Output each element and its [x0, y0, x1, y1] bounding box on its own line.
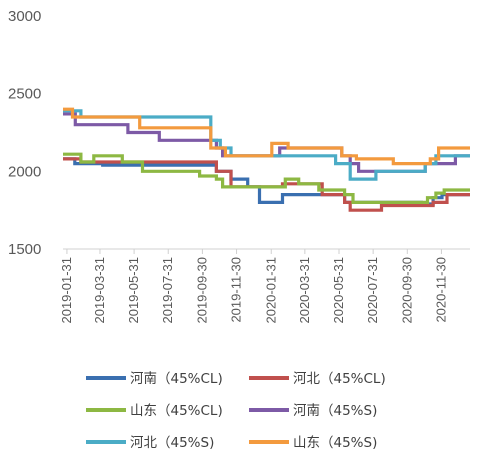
- series-lines: [63, 107, 470, 212]
- y-tick-label: 3000: [8, 8, 41, 25]
- series-line: [63, 152, 470, 204]
- series-line: [63, 157, 470, 212]
- series-line: [63, 109, 470, 181]
- y-axis-ticks: 1500 2000 2500 3000: [8, 8, 41, 258]
- x-tick-label: 2019-03-31: [92, 257, 107, 324]
- legend: 河南（45%CL) 河北（45%CL) 山东（45%CL) 河南（45%S) 河北（45…: [86, 371, 386, 451]
- x-tick-label: 2020-09-30: [399, 257, 414, 324]
- series-line: [63, 107, 470, 166]
- y-tick-label: 1500: [8, 241, 41, 258]
- legend-label: 山东（45%S): [293, 435, 377, 451]
- legend-label: 河北（45%CL): [293, 371, 386, 387]
- x-tick-label: 2019-05-31: [126, 257, 141, 324]
- x-tick-label: 2019-11-30: [229, 257, 244, 323]
- x-tick-label: 2020-05-31: [331, 257, 346, 324]
- y-tick-label: 2000: [8, 163, 41, 180]
- x-tick-label: 2020-01-31: [263, 257, 278, 324]
- x-tick-label: 2020-11-30: [433, 257, 448, 323]
- series-line: [63, 157, 470, 206]
- x-tick-label: 2019-07-31: [160, 257, 175, 324]
- x-tick-label: 2020-07-31: [365, 257, 380, 324]
- legend-label: 河南（45%CL): [130, 371, 223, 387]
- legend-label: 河南（45%S): [293, 403, 377, 419]
- legend-label: 河北（45%S): [130, 435, 214, 451]
- x-tick-label: 2020-03-31: [297, 257, 312, 324]
- legend-label: 山东（45%CL): [130, 403, 223, 419]
- x-tick-label: 2019-09-30: [194, 257, 209, 324]
- y-tick-label: 2500: [8, 86, 41, 103]
- x-axis-ticks: 2019-01-31 2019-03-31 2019-05-31 2019-07-31…: [59, 249, 448, 324]
- x-tick-label: 2019-01-31: [59, 257, 74, 324]
